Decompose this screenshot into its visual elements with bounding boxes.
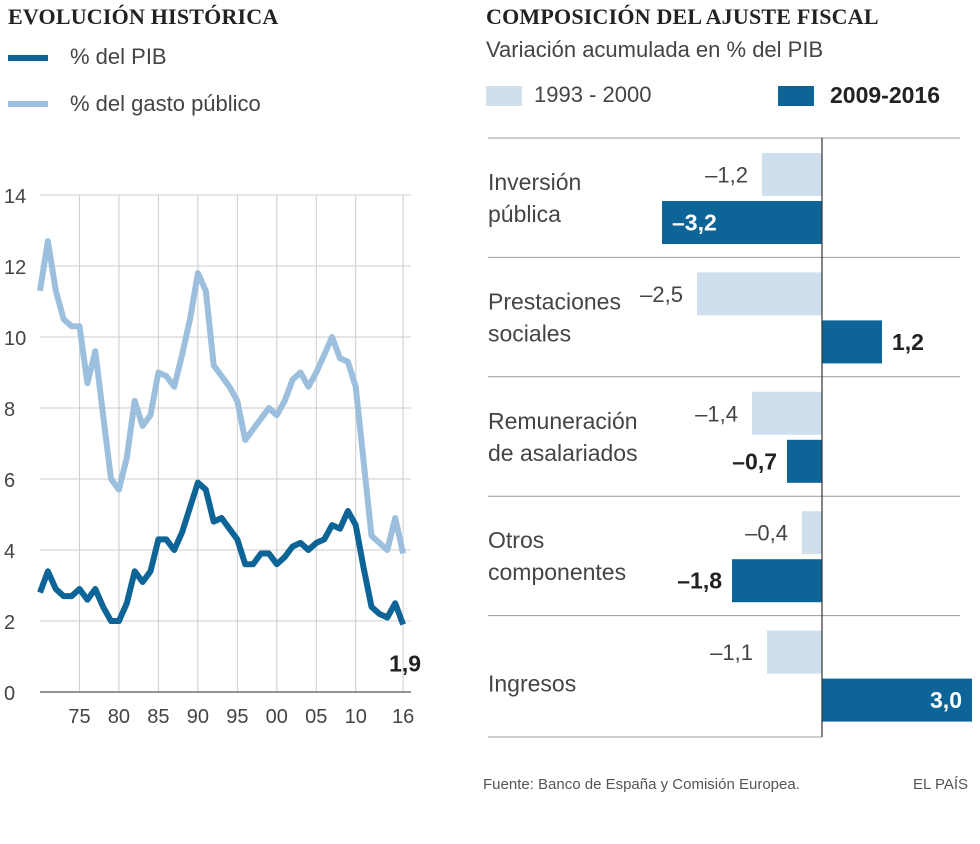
category-label: de asalariados [488, 440, 638, 466]
bar-2009-2016 [822, 678, 972, 722]
end-value-label: 1,9 [389, 651, 421, 677]
bar-1993-2000 [752, 391, 822, 435]
bar-label-2009-2016: –0,7 [732, 448, 777, 474]
bar-2009-2016 [787, 439, 822, 483]
bar-1993-2000 [762, 153, 822, 196]
bar-2009-2016 [822, 320, 882, 364]
y-tick-label: 10 [4, 328, 26, 350]
category-label: Otros [488, 527, 544, 553]
y-tick-label: 12 [4, 257, 26, 279]
brand-label: EL PAÍS [913, 776, 969, 793]
category-label: pública [488, 201, 561, 227]
category-label: Remuneración [488, 408, 638, 434]
y-tick-label: 14 [4, 186, 26, 208]
right-chart-title: COMPOSICIÓN DEL AJUSTE FISCAL [486, 4, 879, 29]
x-tick-label: 00 [266, 706, 288, 728]
x-tick-label: 90 [187, 706, 209, 728]
left-chart-title: EVOLUCIÓN HISTÓRICA [8, 4, 279, 29]
category-label: Inversión [488, 169, 581, 195]
y-tick-label: 4 [4, 541, 15, 563]
y-tick-label: 0 [4, 683, 15, 705]
bar-label-1993-2000: –2,5 [640, 282, 683, 307]
right-chart-subtitle: Variación acumulada en % del PIB [486, 37, 824, 62]
legend-swatch-gasto [8, 101, 48, 107]
bar-label-2009-2016: –3,2 [672, 210, 717, 236]
legend-swatch-2009 [778, 86, 814, 106]
y-tick-label: 6 [4, 470, 15, 492]
legend-label-pib: % del PIB [70, 44, 167, 69]
bar-1993-2000 [697, 272, 822, 316]
category-label: componentes [488, 559, 626, 585]
bar-2009-2016 [662, 201, 822, 244]
source-note: Fuente: Banco de España y Comisión Europ… [483, 776, 800, 793]
legend-swatch-1993 [486, 86, 522, 106]
bar-1993-2000 [802, 511, 822, 555]
x-tick-label: 05 [305, 706, 327, 728]
category-label: Prestaciones [488, 288, 621, 314]
x-tick-label: 80 [108, 706, 130, 728]
category-label: Ingresos [488, 671, 576, 697]
x-tick-label: 75 [68, 706, 90, 728]
bar-2009-2016 [732, 559, 822, 603]
bar-label-1993-2000: –1,1 [710, 640, 753, 665]
bar-label-1993-2000: –1,2 [705, 163, 748, 188]
category-label: sociales [488, 320, 571, 346]
legend-label-2009: 2009-2016 [830, 82, 940, 108]
bar-label-2009-2016: –1,8 [677, 568, 722, 594]
bar-label-2009-2016: 3,0 [930, 687, 962, 713]
line-gasto-publico [37, 238, 407, 555]
legend-swatch-pib [8, 55, 48, 61]
bar-label-2009-2016: 1,2 [892, 329, 924, 355]
line-pib [37, 479, 406, 626]
legend-label-gasto: % del gasto público [70, 91, 261, 116]
y-tick-label: 8 [4, 399, 15, 421]
line-chart: 0 2 4 6 8 10 12 14 75 80 85 90 95 00 05 10 16 1,9 [4, 186, 421, 728]
y-tick-label: 2 [4, 612, 15, 634]
bar-1993-2000 [767, 630, 822, 674]
x-tick-label: 10 [345, 706, 367, 728]
bar-label-1993-2000: –1,4 [695, 401, 738, 426]
bar-label-1993-2000: –0,4 [745, 521, 788, 546]
x-tick-label: 85 [147, 706, 169, 728]
legend-label-1993: 1993 - 2000 [534, 82, 652, 107]
x-tick-label: 16 [392, 706, 414, 728]
bar-chart: Inversión pública –1,2 –3,2 Prestaciones soci… [488, 137, 972, 738]
x-tick-label: 95 [226, 706, 248, 728]
